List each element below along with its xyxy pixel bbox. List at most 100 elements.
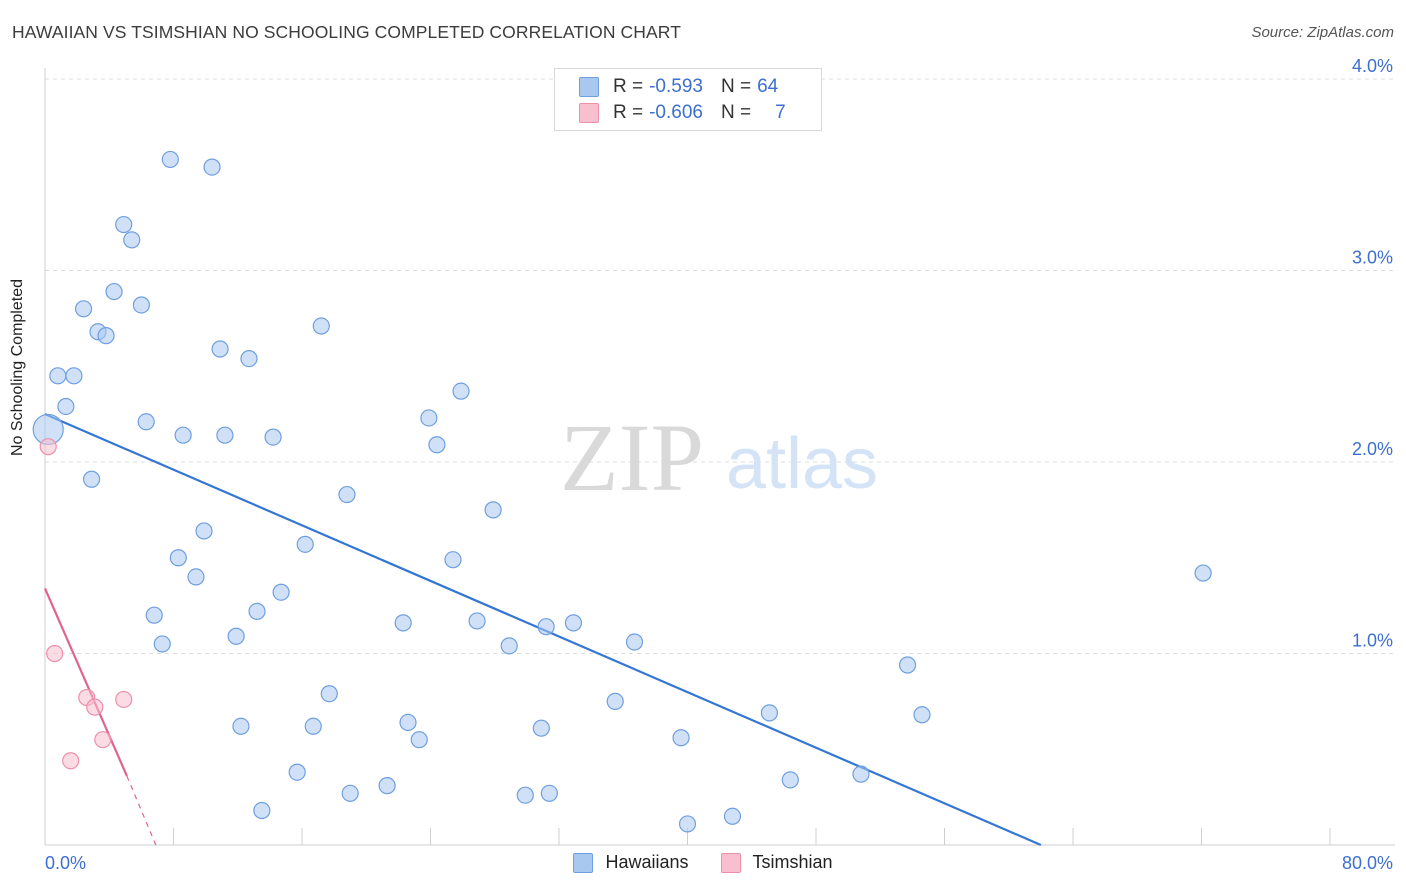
legend-label-tsimshian: Tsimshian <box>752 852 833 872</box>
hawaiians-point <box>82 470 101 488</box>
tick-labels: 1.0% 2.0% 3.0% 4.0% 0.0% 80.0% <box>45 56 1393 873</box>
legend-item-tsimshian[interactable]: Tsimshian <box>720 852 833 873</box>
tsimshian-point <box>86 698 104 716</box>
hawaiians-point <box>169 549 187 567</box>
hawaiians-point <box>65 367 83 385</box>
hawaiians-point <box>264 428 282 446</box>
hawaiians-point <box>161 150 179 169</box>
legend-row-tsimshian: R = -0.606 N = 7 <box>579 101 786 125</box>
watermark-atlas: atlas <box>726 424 878 504</box>
tsimshian-point <box>62 752 80 770</box>
hawaiians-point <box>564 614 583 632</box>
hawaiians-point <box>540 784 558 802</box>
legend-swatch-tsimshian <box>720 852 741 873</box>
hawaiians-point <box>253 801 271 820</box>
y-tick-label: 4.0% <box>1352 56 1393 76</box>
hawaiians-point <box>338 485 356 504</box>
y-tick-label: 3.0% <box>1352 248 1393 268</box>
hawaiians-point <box>678 815 697 833</box>
legend-swatch-tsimshian <box>579 103 599 123</box>
hawaiians-point <box>672 729 690 747</box>
hawaiians-point <box>516 786 534 804</box>
tsimshian-trend-extension <box>126 775 157 846</box>
hawaiians-point <box>913 706 931 724</box>
hawaiians-point <box>468 612 486 630</box>
hawaiians-point <box>211 340 229 358</box>
hawaiians-point <box>132 296 150 314</box>
hawaiians-point <box>288 763 306 781</box>
hawaiians-point <box>532 719 550 737</box>
legend-n-label: N = <box>720 76 752 97</box>
legend-r-value: -0.606 <box>649 102 703 123</box>
hawaiians-point <box>57 397 75 416</box>
legend-n-value: 7 <box>775 102 786 123</box>
hawaiians-point <box>105 282 123 301</box>
legend-item-hawaiians[interactable]: Hawaiians <box>573 852 689 873</box>
tsimshian-point <box>39 438 57 456</box>
data-points <box>32 150 1212 833</box>
legend-r-value: -0.593 <box>649 76 703 97</box>
hawaiians-point <box>153 635 171 653</box>
hawaiians-point <box>760 704 779 722</box>
hawaiians-point <box>232 717 250 735</box>
hawaiians-point <box>123 231 141 249</box>
hawaiians-point <box>898 656 917 674</box>
legend-label-hawaiians: Hawaiians <box>605 852 689 872</box>
legend-swatch-hawaiians <box>573 852 594 873</box>
hawaiians-point <box>444 551 462 569</box>
hawaiians-point <box>240 349 258 368</box>
hawaiians-point <box>227 627 245 645</box>
axes <box>44 68 1395 846</box>
hawaiians-point <box>606 692 624 710</box>
hawaiians-point <box>187 568 205 586</box>
hawaiians-point <box>320 685 338 703</box>
hawaiians-point <box>723 807 742 825</box>
chart-title: HAWAIIAN VS TSIMSHIAN NO SCHOOLING COMPL… <box>12 22 682 42</box>
series-legend: Hawaiians Tsimshian <box>0 852 1406 873</box>
hawaiians-point <box>484 501 502 519</box>
hawaiians-point <box>49 367 67 385</box>
hawaiians-point <box>341 784 359 802</box>
hawaiians-point <box>97 327 115 345</box>
correlation-legend: R = -0.593 N = 64 R = -0.606 N = 7 <box>554 68 822 131</box>
hawaiians-point <box>312 317 330 335</box>
hawaiians-point <box>394 614 412 632</box>
legend-swatch-hawaiians <box>579 77 599 97</box>
hawaiians-point <box>296 535 314 553</box>
hawaiians-point <box>203 158 221 176</box>
legend-r-label: R = <box>613 102 644 123</box>
y-axis-label: No Schooling Completed <box>9 279 26 456</box>
hawaiians-point <box>781 771 799 789</box>
hawaiians-point <box>115 215 133 234</box>
x-tick-label: 80.0% <box>1342 853 1393 873</box>
hawaiians-point <box>399 713 417 732</box>
source-label: Source: ZipAtlas.com <box>1251 24 1394 41</box>
hawaiians-point <box>537 618 555 636</box>
hawaiians-point <box>852 765 870 783</box>
hawaiians-point <box>137 413 155 431</box>
x-tick-label: 0.0% <box>45 853 86 873</box>
hawaiians-point <box>1194 564 1212 582</box>
hawaiians-point <box>420 409 438 427</box>
hawaiians-point <box>248 602 266 620</box>
hawaiians-point <box>195 522 213 540</box>
hawaiians-point <box>410 731 428 749</box>
y-tick-label: 1.0% <box>1352 631 1393 651</box>
hawaiians-point <box>74 300 93 318</box>
tsimshian-trend-line <box>43 587 128 777</box>
legend-row-hawaiians: R = -0.593 N = 64 <box>579 75 778 99</box>
hawaiians-point <box>500 637 518 655</box>
hawaiians-point <box>452 382 470 400</box>
tsimshian-point <box>115 690 133 709</box>
watermark: ZIP atlas <box>560 404 878 511</box>
tsimshian-point <box>46 644 64 663</box>
tsimshian-point <box>94 731 112 749</box>
legend-n-value: 64 <box>757 76 779 97</box>
watermark-zip: ZIP <box>560 404 704 511</box>
hawaiians-point <box>428 436 446 454</box>
hawaiians-point <box>216 426 234 444</box>
hawaiians-point <box>174 426 192 444</box>
hawaiians-point <box>304 717 322 735</box>
legend-n-label: N = <box>720 102 752 123</box>
